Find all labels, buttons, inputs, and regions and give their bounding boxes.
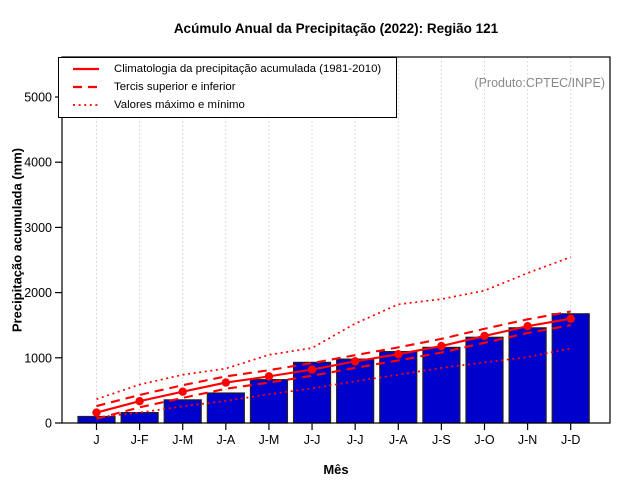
bar-J-M	[249, 379, 289, 424]
x-tick-label: J-F	[131, 433, 149, 447]
bar-J-D	[551, 313, 590, 424]
line-dotted-max	[96, 256, 572, 401]
dotted-line-icon	[73, 104, 99, 106]
climatology-point	[221, 378, 231, 387]
dashed-line-icon	[73, 85, 99, 89]
y-tick-label: 0	[45, 417, 52, 431]
y-tick-label: 2000	[24, 286, 52, 300]
x-tick-label: J-M	[172, 433, 193, 447]
y-tick-label: 1000	[24, 351, 52, 365]
bar-J-A	[206, 392, 245, 424]
product-source-label: (Produto:CPTEC/INPE)	[474, 76, 605, 90]
x-tick-label: J-J	[347, 433, 364, 447]
chart-legend: Climatologia da precipitação acumulada (…	[58, 56, 397, 118]
solid-line-icon	[73, 67, 99, 71]
x-tick-label: J	[93, 433, 99, 447]
x-tick-label: J-N	[518, 433, 537, 447]
y-axis-title: Precipitação acumulada (mm)	[9, 147, 25, 333]
legend-label-climatology: Climatologia da precipitação acumulada (…	[114, 63, 382, 75]
climatology-point	[480, 331, 489, 341]
climatology-point	[437, 341, 446, 351]
climatology-point	[92, 408, 101, 417]
legend-item-climatology: Climatologia da precipitação acumulada (…	[71, 61, 396, 78]
climatology-point	[135, 396, 144, 406]
legend-item-max-min: Valores máximo e mínimo	[71, 97, 396, 114]
bar-J-A	[379, 351, 418, 424]
climatology-point	[178, 387, 187, 396]
climatology-point	[394, 350, 403, 359]
legend-item-terciles: Tercis superior e inferior	[71, 79, 396, 96]
x-tick-label: J-O	[474, 433, 494, 447]
line-dashed-upper	[96, 310, 571, 408]
line-dotted-min	[96, 347, 571, 419]
legend-label-max-min: Valores máximo e mínimo	[114, 99, 245, 111]
bar-J-O	[465, 336, 504, 424]
line-dashed-lower	[96, 324, 571, 420]
bar-J-J	[336, 358, 375, 424]
x-tick-label: J-S	[432, 433, 451, 447]
climatology-point	[264, 372, 274, 381]
climatology-point	[566, 314, 575, 323]
line-solid-climatology	[96, 317, 571, 414]
y-tick-label: 3000	[24, 221, 52, 235]
bar-J-S	[422, 346, 461, 424]
x-tick-label: J-M	[259, 433, 280, 447]
chart-title: Acúmulo Anual da Precipitação (2022): Re…	[173, 21, 499, 36]
x-tick-label: J-J	[304, 433, 321, 447]
climatology-point	[307, 365, 317, 374]
climatology-point	[523, 321, 532, 331]
x-tick-label: J-A	[216, 433, 235, 447]
bar-J-F	[120, 411, 159, 424]
bar-J-M	[163, 399, 202, 424]
y-tick-label: 4000	[24, 156, 52, 170]
bar-J-N	[508, 327, 547, 424]
x-tick-label: J-A	[389, 433, 408, 447]
x-tick-label: J-D	[561, 433, 580, 447]
x-axis-title: Mês	[323, 462, 349, 477]
climatology-point	[350, 357, 360, 366]
legend-label-terciles: Tercis superior e inferior	[114, 81, 236, 93]
y-tick-label: 5000	[24, 91, 52, 105]
